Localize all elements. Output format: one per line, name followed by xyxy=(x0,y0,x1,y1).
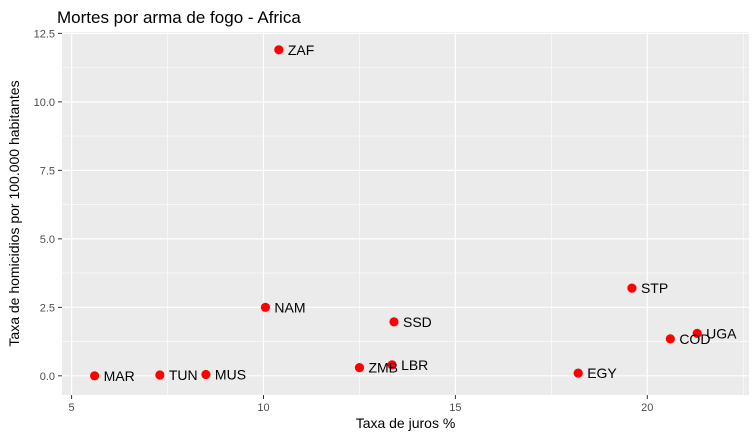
plot-panel xyxy=(62,32,749,395)
y-axis: 0.0 2.5 5.0 7.5 10.0 12.5 xyxy=(34,28,62,383)
y-tick-label: 0.0 xyxy=(40,371,55,383)
data-point xyxy=(90,371,100,381)
x-tick-label: 5 xyxy=(69,402,75,414)
data-point-label: ZAF xyxy=(288,42,314,58)
data-point xyxy=(665,334,675,344)
data-point-label: ZMB xyxy=(368,360,398,376)
data-point-label: MUS xyxy=(215,366,246,382)
data-point xyxy=(389,317,399,327)
x-tick-label: 10 xyxy=(257,402,269,414)
x-axis-title: Taxa de juros % xyxy=(356,415,456,431)
data-point xyxy=(387,360,397,370)
data-point-label: STP xyxy=(641,280,668,296)
y-axis-title: Taxa de homicidios por 100.000 habitante… xyxy=(6,80,22,346)
y-tick-label: 10.0 xyxy=(34,97,55,109)
y-tick-label: 12.5 xyxy=(34,28,55,40)
data-point-label: NAM xyxy=(274,299,305,315)
chart-title: Mortes por arma de fogo - Africa xyxy=(57,8,301,27)
data-point-label: EGY xyxy=(587,365,617,381)
data-point xyxy=(354,363,365,373)
y-tick-label: 2.5 xyxy=(40,302,55,314)
data-point-label: LBR xyxy=(401,357,428,373)
data-point xyxy=(260,302,271,312)
data-point-label: MAR xyxy=(104,368,135,384)
data-point xyxy=(274,45,284,55)
x-axis: 5 10 15 20 xyxy=(69,395,653,414)
data-point-label: TUN xyxy=(169,367,198,383)
data-point xyxy=(201,369,211,380)
y-tick-label: 7.5 xyxy=(40,165,55,177)
minor-gridlines xyxy=(62,32,749,395)
y-tick-label: 5.0 xyxy=(40,234,55,246)
data-point-label: SSD xyxy=(403,314,432,330)
x-tick-label: 20 xyxy=(641,402,653,414)
data-point xyxy=(692,328,702,338)
data-point xyxy=(573,368,583,378)
data-point-label: UGA xyxy=(706,325,737,341)
data-point xyxy=(627,283,637,293)
data-point xyxy=(155,370,165,380)
data-points xyxy=(90,45,702,381)
data-point-label: COD xyxy=(679,331,710,347)
major-gridlines xyxy=(62,32,749,395)
x-tick-label: 15 xyxy=(449,402,461,414)
